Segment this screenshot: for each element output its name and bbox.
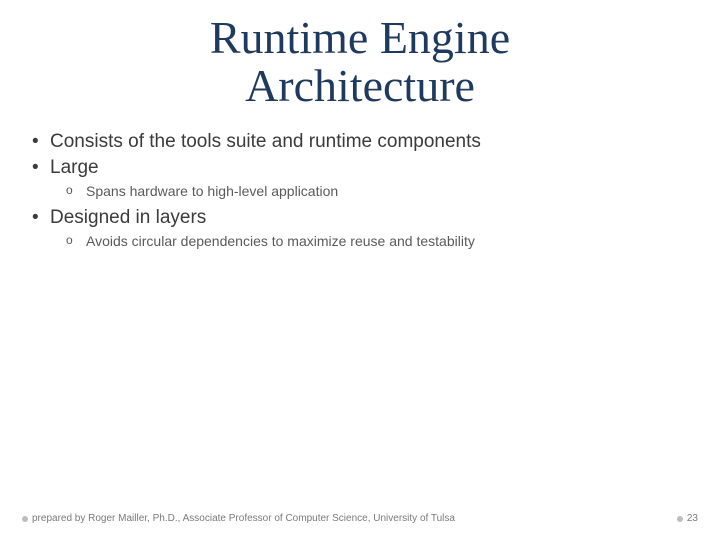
page-number: 23 [687, 513, 698, 524]
bullet-dot-icon [22, 516, 28, 522]
slide-footer: prepared by Roger Mailler, Ph.D., Associ… [22, 513, 698, 524]
bullet-level2: Spans hardware to high-level application [22, 183, 698, 199]
bullet-dot-icon [677, 516, 683, 522]
bullet-level2: Avoids circular dependencies to maximize… [22, 233, 698, 249]
slide: Runtime Engine Architecture Consists of … [0, 0, 720, 540]
slide-title: Runtime Engine Architecture [0, 0, 720, 111]
footer-left: prepared by Roger Mailler, Ph.D., Associ… [22, 513, 455, 524]
slide-content: Consists of the tools suite and runtime … [0, 111, 720, 249]
footer-attribution: prepared by Roger Mailler, Ph.D., Associ… [32, 513, 455, 524]
bullet-level1: Large [22, 157, 698, 179]
title-line-2: Architecture [245, 60, 475, 111]
title-line-1: Runtime Engine [210, 12, 510, 63]
footer-right: 23 [677, 513, 698, 524]
bullet-level1: Consists of the tools suite and runtime … [22, 131, 698, 153]
bullet-level1: Designed in layers [22, 207, 698, 229]
